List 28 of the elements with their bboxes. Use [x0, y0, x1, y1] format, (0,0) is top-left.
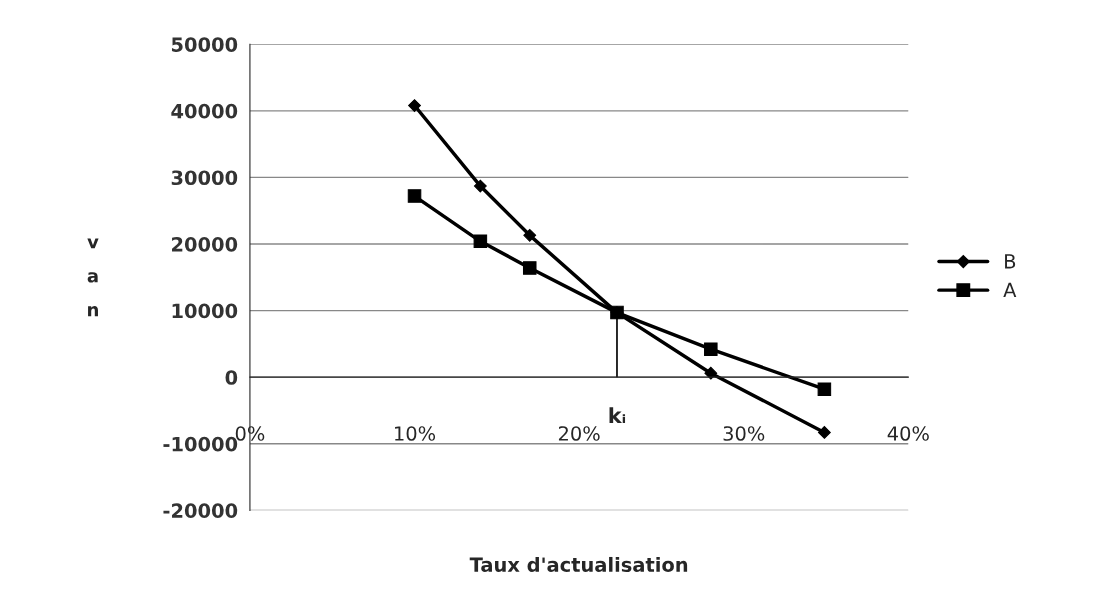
- point: [473, 179, 487, 193]
- x-tick-label: 10%: [395, 426, 436, 441]
- x-tick-label: 20%: [558, 426, 600, 441]
- point: [610, 305, 624, 320]
- point: [817, 382, 832, 396]
- y-tick-label: 20000: [172, 236, 238, 252]
- point: [523, 228, 537, 242]
- point: [408, 99, 421, 112]
- point: [704, 342, 718, 356]
- y-tick-label: 30000: [171, 170, 238, 186]
- legend-label: B: [1005, 254, 1016, 269]
- y-tick-label: 10000: [172, 303, 238, 319]
- x-tick-label: 30%: [723, 426, 765, 441]
- y-tick-label: 0: [225, 370, 238, 385]
- ref-line-label: kᵢ: [609, 407, 626, 424]
- text: v a n: [87, 238, 99, 317]
- y-tick-label: 50000: [171, 37, 238, 52]
- legend-label: A: [1003, 282, 1017, 297]
- x-tick-label: 40%: [887, 426, 929, 441]
- point: [407, 189, 422, 203]
- point: [522, 261, 537, 275]
- point: [704, 366, 718, 380]
- x-axis-title: Taux d'actualisation: [469, 556, 688, 573]
- y-tick-label: 40000: [171, 103, 238, 119]
- y-tick-label: -10000: [163, 436, 238, 452]
- point: [473, 234, 488, 249]
- y-tick-label: -20000: [163, 503, 238, 519]
- point: [817, 426, 831, 439]
